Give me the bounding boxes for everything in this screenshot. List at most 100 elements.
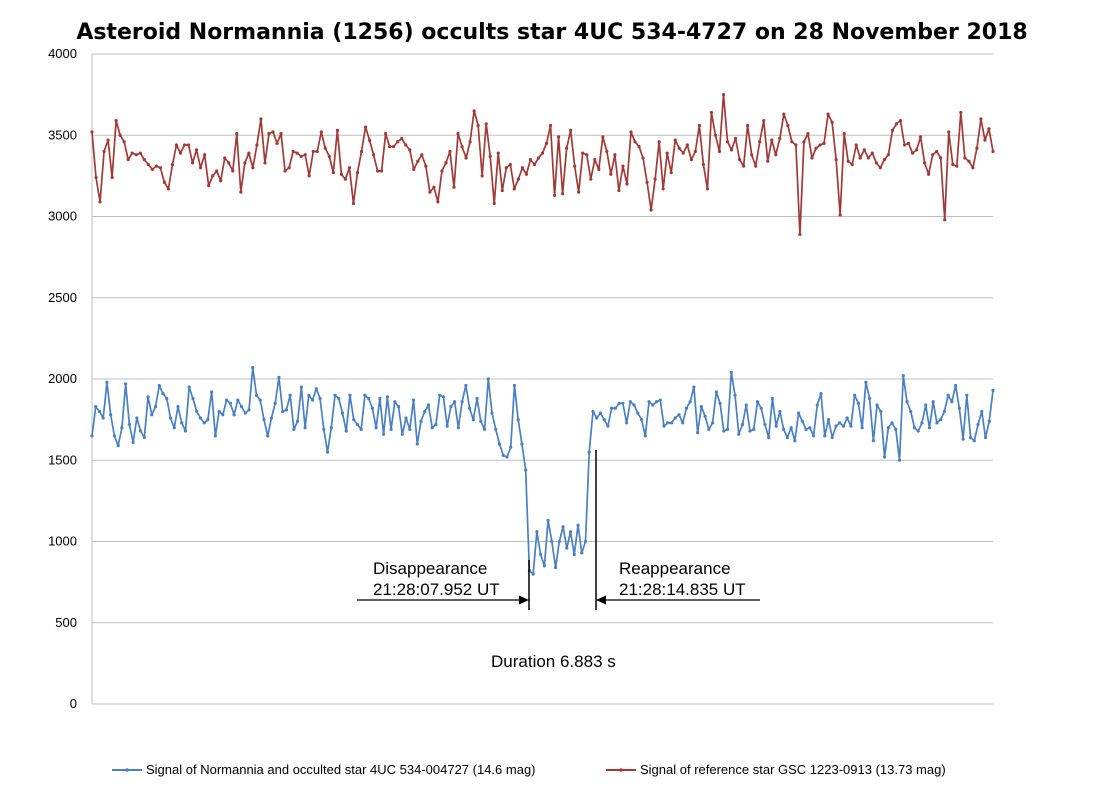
data-point-0-91 (430, 426, 434, 430)
data-point-0-19 (161, 392, 165, 396)
data-point-1-100 (492, 201, 496, 206)
data-point-1-186 (838, 213, 842, 217)
data-point-1-167 (762, 119, 766, 123)
data-point-1-179 (810, 156, 814, 160)
data-point-1-160 (733, 136, 738, 141)
data-point-1-16 (154, 164, 158, 168)
data-point-0-217 (901, 374, 905, 378)
disappearance-time: 21:28:07.952 UT (373, 580, 500, 599)
data-point-0-72 (359, 427, 363, 431)
data-point-1-153 (705, 187, 710, 191)
data-point-1-136 (637, 145, 641, 149)
data-point-0-60 (314, 387, 318, 391)
data-point-1-202 (902, 143, 907, 147)
data-point-0-227 (939, 418, 943, 422)
legend-item-normannia: Signal of Normannia and occulted star 4U… (112, 762, 536, 777)
data-point-0-148 (643, 434, 647, 438)
data-point-0-200 (838, 421, 842, 425)
data-point-0-0 (90, 434, 94, 438)
data-point-1-15 (150, 167, 154, 171)
data-point-1-22 (178, 151, 183, 155)
data-point-0-29 (198, 416, 203, 420)
data-point-1-28 (203, 153, 207, 157)
data-point-0-53 (288, 393, 292, 397)
data-point-0-199 (834, 424, 838, 428)
data-point-1-128 (605, 149, 609, 154)
data-point-0-56 (299, 385, 303, 389)
data-point-0-18 (157, 383, 161, 388)
data-point-0-169 (722, 429, 726, 433)
data-point-1-82 (420, 153, 424, 157)
data-point-0-2 (97, 409, 102, 414)
data-point-0-153 (662, 424, 666, 428)
data-point-1-118 (565, 146, 569, 150)
data-point-1-123 (585, 153, 589, 157)
data-point-1-76 (396, 140, 400, 144)
y-tick-label-1000: 1000 (48, 534, 77, 549)
data-point-1-206 (919, 135, 923, 139)
data-point-1-209 (931, 153, 935, 157)
data-point-0-121 (542, 564, 546, 568)
data-point-1-25 (190, 161, 195, 165)
data-point-1-34 (227, 161, 231, 165)
data-point-0-113 (512, 383, 517, 388)
data-point-0-173 (737, 432, 741, 436)
legend-label-normannia: Signal of Normannia and occulted star 4U… (146, 762, 536, 777)
data-point-1-101 (496, 151, 500, 155)
data-point-1-0 (90, 130, 94, 134)
data-point-0-33 (213, 434, 217, 438)
reappearance-arrowhead (596, 595, 606, 605)
data-point-1-65 (351, 201, 356, 206)
data-point-0-36 (224, 398, 229, 402)
disappearance-label: Disappearance (373, 559, 487, 578)
data-point-0-95 (445, 424, 449, 428)
y-tick-label-3500: 3500 (48, 127, 77, 142)
data-point-0-49 (273, 401, 277, 405)
data-point-0-194 (815, 403, 819, 407)
data-point-1-18 (162, 180, 166, 184)
data-point-0-212 (882, 455, 887, 459)
data-point-0-152 (658, 398, 662, 402)
data-point-1-71 (375, 169, 380, 173)
data-point-0-86 (411, 398, 416, 402)
data-point-0-1 (94, 405, 98, 409)
data-point-1-222 (983, 138, 987, 142)
data-point-0-79 (385, 395, 389, 399)
data-point-0-115 (520, 442, 524, 446)
data-point-1-133 (625, 182, 629, 186)
data-point-0-54 (292, 427, 296, 431)
data-point-1-207 (923, 161, 927, 165)
data-point-1-212 (943, 218, 947, 222)
data-point-1-117 (561, 192, 565, 196)
data-point-1-218 (967, 159, 971, 163)
data-point-0-103 (475, 396, 479, 401)
data-point-0-76 (374, 426, 378, 430)
data-point-1-1 (94, 175, 98, 180)
data-point-0-206 (860, 426, 864, 430)
data-point-0-9 (124, 382, 128, 386)
data-point-1-24 (186, 143, 191, 147)
data-point-0-68 (344, 429, 348, 433)
data-point-1-121 (577, 190, 581, 194)
data-point-1-103 (504, 166, 508, 170)
data-point-0-163 (699, 405, 703, 409)
data-point-0-213 (886, 426, 890, 430)
data-point-0-237 (976, 422, 980, 427)
data-point-0-188 (793, 439, 797, 443)
data-point-1-107 (520, 166, 524, 170)
data-point-0-90 (426, 403, 431, 407)
data-point-0-219 (909, 409, 913, 414)
data-point-1-196 (878, 166, 882, 170)
data-point-0-96 (449, 405, 453, 409)
data-point-1-106 (516, 177, 520, 181)
data-point-1-41 (255, 143, 259, 147)
y-tick-label-500: 500 (55, 615, 77, 630)
data-point-0-129 (572, 552, 576, 557)
data-point-0-40 (239, 405, 244, 409)
data-point-0-221 (916, 429, 920, 433)
data-point-0-168 (718, 401, 722, 405)
data-point-0-164 (703, 414, 707, 418)
data-point-0-130 (576, 523, 580, 527)
series-lines (90, 93, 995, 576)
data-point-0-137 (602, 418, 606, 422)
